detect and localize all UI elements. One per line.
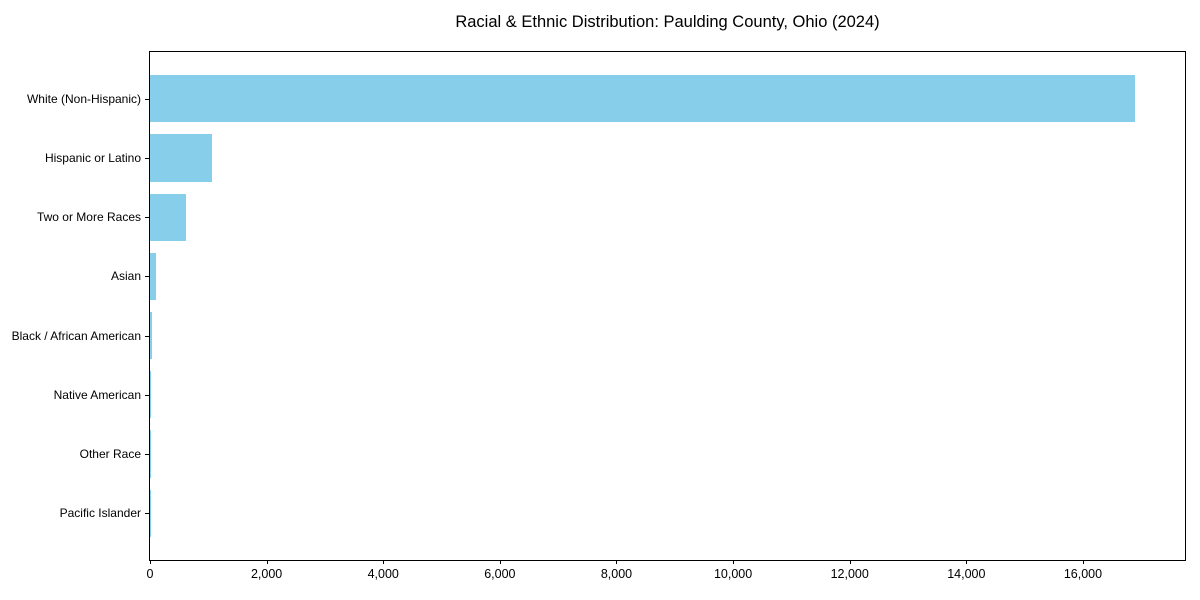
- xtick-mark-16000: [1082, 560, 1084, 564]
- xtick-mark-4000: [383, 560, 385, 564]
- ytick-label-pacific-islander: Pacific Islander: [59, 506, 141, 521]
- ytick-label-black-african-american: Black / African American: [11, 328, 141, 343]
- ytick-label-two-or-more-races: Two or More Races: [36, 210, 141, 225]
- xtick-label-16000: 16,000: [1063, 567, 1103, 581]
- ytick-label-white-non-hispanic: White (Non-Hispanic): [26, 91, 141, 106]
- xtick-label-4000: 4,000: [367, 567, 399, 581]
- plot-area: [149, 51, 1186, 561]
- ytick-mark-two-or-more-races: [145, 217, 149, 219]
- xtick-mark-14000: [966, 560, 968, 564]
- xtick-mark-0: [150, 560, 151, 564]
- xtick-mark-2000: [266, 560, 268, 564]
- xtick-label-12000: 12,000: [830, 567, 869, 581]
- xtick-label-10000: 10,000: [713, 567, 753, 581]
- ytick-mark-hispanic-or-latino: [145, 157, 149, 159]
- xtick-mark-10000: [733, 560, 735, 564]
- xtick-mark-6000: [499, 560, 501, 564]
- xtick-label-14000: 14,000: [947, 567, 986, 581]
- ytick-mark-pacific-islander: [145, 513, 149, 515]
- ytick-label-asian: Asian: [110, 269, 141, 284]
- bar-hispanic-or-latino: [150, 134, 213, 182]
- ytick-mark-native-american: [145, 394, 149, 396]
- ytick-mark-asian: [145, 276, 149, 278]
- ytick-mark-black-african-american: [145, 335, 149, 337]
- chart-title: Racial & Ethnic Distribution: Paulding C…: [455, 13, 880, 31]
- xtick-mark-12000: [849, 560, 851, 564]
- ytick-label-hispanic-or-latino: Hispanic or Latino: [44, 150, 141, 165]
- ytick-label-native-american: Native American: [53, 387, 141, 402]
- xtick-mark-8000: [616, 560, 618, 564]
- xtick-label-6000: 6,000: [484, 567, 516, 581]
- xtick-label-0: 0: [146, 567, 154, 581]
- ytick-mark-white-non-hispanic: [145, 98, 149, 100]
- xtick-label-8000: 8,000: [600, 567, 633, 581]
- bar-two-or-more-races: [150, 193, 186, 241]
- bar-black-african-american: [150, 311, 152, 360]
- bar-other-race: [150, 430, 151, 478]
- ytick-mark-other-race: [145, 454, 149, 456]
- xtick-label-2000: 2,000: [250, 567, 283, 581]
- bar-white-non-hispanic: [150, 75, 1136, 123]
- bar-asian: [150, 252, 157, 301]
- bar-native-american: [150, 371, 152, 419]
- ytick-label-other-race: Other Race: [79, 447, 141, 462]
